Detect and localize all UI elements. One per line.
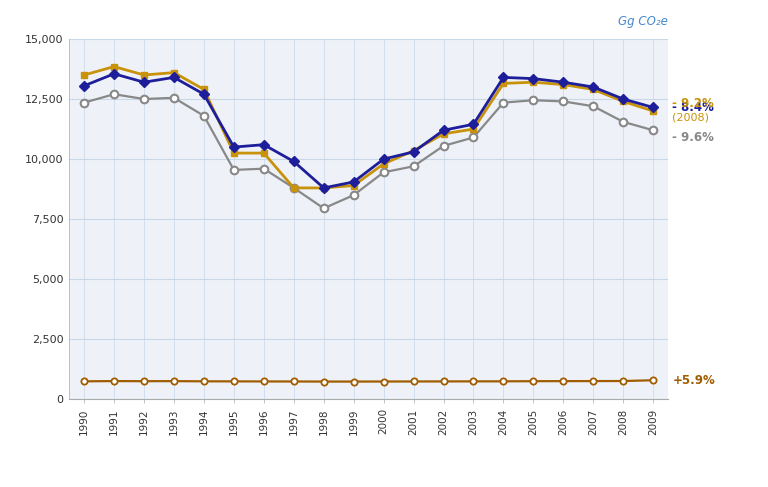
Total GHG emissions, excl. LULUCF — [379, 156, 389, 162]
Total GHG emissions, incl. LULUCF — [379, 161, 389, 167]
Line: non-CO2 emissions, excl. LULUCF: non-CO2 emissions, excl. LULUCF — [81, 377, 657, 385]
CO2 emissions, excl. LULUCF — [379, 169, 389, 175]
CO2 emissions, excl. LULUCF — [169, 95, 178, 101]
Text: - 8.4%: - 8.4% — [672, 101, 714, 114]
Text: - 9.6%: - 9.6% — [672, 131, 714, 144]
CO2 emissions, excl. LULUCF — [439, 143, 448, 149]
non-CO2 emissions, excl. LULUCF — [229, 378, 238, 384]
non-CO2 emissions, excl. LULUCF — [649, 377, 658, 383]
Total GHG emissions, incl. LULUCF — [319, 185, 328, 191]
Total GHG emissions, excl. LULUCF — [140, 79, 149, 85]
Total GHG emissions, excl. LULUCF — [349, 179, 358, 185]
Total GHG emissions, incl. LULUCF — [439, 131, 448, 137]
CO2 emissions, excl. LULUCF — [588, 103, 598, 109]
CO2 emissions, excl. LULUCF — [289, 185, 298, 191]
Line: Total GHG emissions, excl. LULUCF: Total GHG emissions, excl. LULUCF — [81, 70, 657, 192]
Total GHG emissions, excl. LULUCF — [169, 75, 178, 80]
Text: Gg CO₂e: Gg CO₂e — [618, 15, 668, 28]
CO2 emissions, excl. LULUCF — [469, 134, 478, 140]
non-CO2 emissions, excl. LULUCF — [259, 378, 268, 384]
Total GHG emissions, incl. LULUCF — [349, 183, 358, 188]
non-CO2 emissions, excl. LULUCF — [140, 378, 149, 384]
Total GHG emissions, incl. LULUCF — [469, 126, 478, 132]
non-CO2 emissions, excl. LULUCF — [618, 378, 627, 384]
Total GHG emissions, excl. LULUCF — [559, 79, 568, 85]
CO2 emissions, excl. LULUCF — [409, 163, 418, 169]
Total GHG emissions, incl. LULUCF — [559, 82, 568, 88]
Total GHG emissions, incl. LULUCF — [109, 64, 118, 70]
Total GHG emissions, excl. LULUCF — [79, 83, 88, 89]
CO2 emissions, excl. LULUCF — [229, 167, 238, 173]
Total GHG emissions, excl. LULUCF — [319, 185, 328, 191]
Total GHG emissions, incl. LULUCF — [649, 108, 658, 114]
CO2 emissions, excl. LULUCF — [559, 98, 568, 104]
Total GHG emissions, incl. LULUCF — [79, 72, 88, 78]
Total GHG emissions, excl. LULUCF — [498, 75, 508, 80]
Total GHG emissions, incl. LULUCF — [199, 87, 208, 93]
Text: (2008): (2008) — [672, 112, 710, 123]
Total GHG emissions, excl. LULUCF — [109, 71, 118, 77]
Total GHG emissions, incl. LULUCF — [140, 72, 149, 78]
Total GHG emissions, incl. LULUCF — [409, 148, 418, 153]
Total GHG emissions, excl. LULUCF — [229, 144, 238, 150]
CO2 emissions, excl. LULUCF — [109, 91, 118, 97]
CO2 emissions, excl. LULUCF — [319, 206, 328, 211]
CO2 emissions, excl. LULUCF — [140, 96, 149, 102]
Total GHG emissions, excl. LULUCF — [259, 142, 268, 148]
non-CO2 emissions, excl. LULUCF — [379, 378, 389, 384]
non-CO2 emissions, excl. LULUCF — [79, 378, 88, 384]
Total GHG emissions, excl. LULUCF — [199, 91, 208, 97]
non-CO2 emissions, excl. LULUCF — [559, 378, 568, 384]
Total GHG emissions, incl. LULUCF — [528, 79, 538, 85]
non-CO2 emissions, excl. LULUCF — [199, 378, 208, 384]
Total GHG emissions, incl. LULUCF — [618, 98, 627, 104]
Total GHG emissions, excl. LULUCF — [528, 75, 538, 81]
CO2 emissions, excl. LULUCF — [349, 192, 358, 198]
Total GHG emissions, excl. LULUCF — [618, 96, 627, 102]
Total GHG emissions, excl. LULUCF — [469, 121, 478, 127]
non-CO2 emissions, excl. LULUCF — [588, 378, 598, 384]
non-CO2 emissions, excl. LULUCF — [109, 378, 118, 384]
Total GHG emissions, incl. LULUCF — [229, 150, 238, 156]
Total GHG emissions, excl. LULUCF — [439, 127, 448, 133]
Total GHG emissions, incl. LULUCF — [289, 185, 298, 191]
Line: CO2 emissions, excl. LULUCF: CO2 emissions, excl. LULUCF — [81, 91, 657, 212]
CO2 emissions, excl. LULUCF — [498, 100, 508, 106]
Total GHG emissions, excl. LULUCF — [588, 84, 598, 90]
non-CO2 emissions, excl. LULUCF — [289, 378, 298, 384]
Total GHG emissions, excl. LULUCF — [409, 149, 418, 155]
non-CO2 emissions, excl. LULUCF — [439, 378, 448, 384]
Total GHG emissions, incl. LULUCF — [169, 70, 178, 75]
CO2 emissions, excl. LULUCF — [259, 166, 268, 171]
CO2 emissions, excl. LULUCF — [79, 100, 88, 106]
Text: - 9.2%: - 9.2% — [672, 96, 714, 110]
Total GHG emissions, incl. LULUCF — [498, 80, 508, 86]
non-CO2 emissions, excl. LULUCF — [319, 378, 328, 384]
CO2 emissions, excl. LULUCF — [618, 119, 627, 125]
Total GHG emissions, incl. LULUCF — [259, 150, 268, 156]
CO2 emissions, excl. LULUCF — [199, 113, 208, 119]
CO2 emissions, excl. LULUCF — [528, 97, 538, 103]
CO2 emissions, excl. LULUCF — [649, 127, 658, 133]
non-CO2 emissions, excl. LULUCF — [498, 378, 508, 384]
non-CO2 emissions, excl. LULUCF — [528, 378, 538, 384]
non-CO2 emissions, excl. LULUCF — [169, 378, 178, 384]
Total GHG emissions, incl. LULUCF — [588, 87, 598, 93]
non-CO2 emissions, excl. LULUCF — [409, 378, 418, 384]
Total GHG emissions, excl. LULUCF — [649, 105, 658, 111]
non-CO2 emissions, excl. LULUCF — [469, 378, 478, 384]
Text: +5.9%: +5.9% — [672, 374, 715, 387]
Line: Total GHG emissions, incl. LULUCF: Total GHG emissions, incl. LULUCF — [81, 63, 657, 191]
non-CO2 emissions, excl. LULUCF — [349, 378, 358, 384]
Total GHG emissions, excl. LULUCF — [289, 159, 298, 165]
